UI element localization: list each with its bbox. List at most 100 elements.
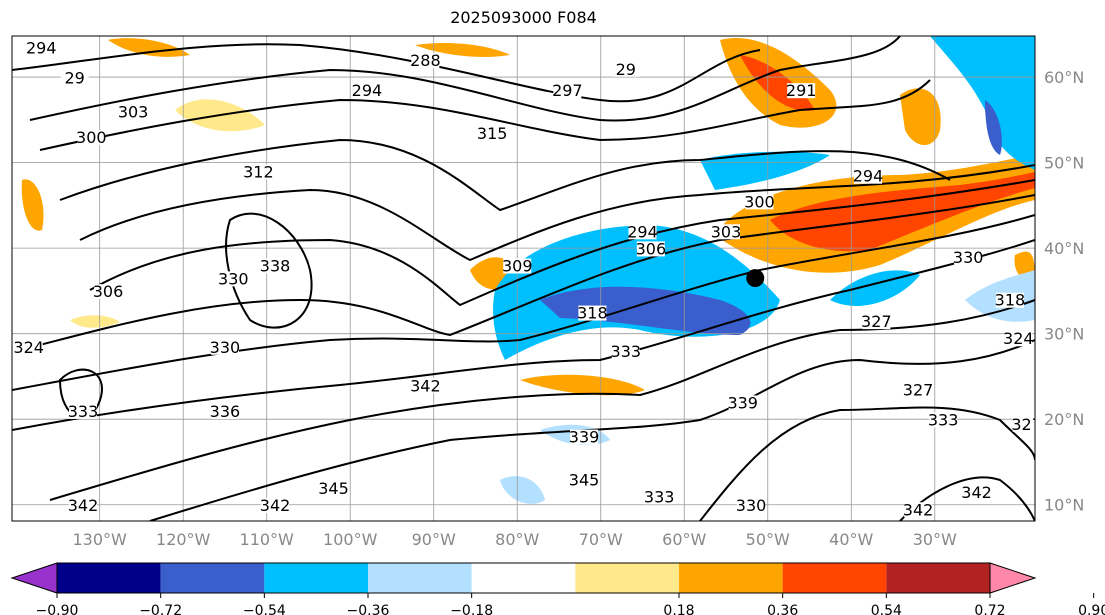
contour-label-bg	[94, 284, 123, 300]
contour-label-bg	[77, 130, 106, 146]
colorbar-segment	[471, 563, 576, 593]
contour-label-bg	[411, 53, 440, 69]
contour-label-bg	[862, 314, 891, 330]
contour-label-bg	[478, 125, 507, 141]
lon-tick-label: 130°W	[73, 530, 128, 549]
contour-label-bg	[210, 339, 239, 355]
contour-label-bg	[244, 164, 273, 180]
contour-label-bg	[68, 498, 97, 514]
colorbar-tick-label: 0.72	[974, 603, 1005, 615]
lat-tick-label: 20°N	[1044, 410, 1084, 429]
contour-label: 315	[477, 124, 508, 143]
contour-label-bg	[503, 258, 532, 274]
contour-label-bg	[570, 429, 599, 445]
contour-label-bg	[578, 305, 607, 321]
contour-label: 294	[26, 38, 57, 57]
contour-label: 318	[577, 304, 608, 323]
colorbar-tick-label: −0.36	[347, 603, 390, 615]
colorbar-tick-label: 0.36	[767, 603, 798, 615]
colorbar-segment	[57, 563, 161, 593]
chart-title: 2025093000 F084	[450, 8, 597, 27]
colorbar-segment	[679, 563, 783, 593]
lat-tick-labels: 60°N 50°N 40°N 30°N 20°N 10°N	[1044, 68, 1084, 515]
contour-label: 339	[569, 428, 600, 447]
contour-label: 297	[552, 81, 583, 100]
contour-label: 306	[636, 239, 667, 258]
contour-label-bg	[904, 382, 933, 398]
contour-label-bg	[1004, 331, 1033, 347]
contour-label-bg	[261, 498, 290, 514]
colorbar-segment	[160, 563, 265, 593]
colorbar-tick-label: −0.72	[139, 603, 182, 615]
contour-label: 345	[569, 470, 600, 489]
contour-label: 330	[210, 338, 241, 357]
contour-label: 327	[903, 381, 934, 400]
contour-label-bg	[628, 224, 657, 240]
contour-label-bg	[712, 224, 741, 240]
contour-label: 294	[352, 81, 383, 100]
contour-label: 342	[903, 500, 934, 519]
contour-label-bg	[119, 104, 148, 120]
contour-label-bg	[611, 344, 640, 360]
contour-label: 303	[711, 222, 742, 241]
contour-label-bg	[954, 249, 983, 265]
shading-positive	[21, 38, 1035, 396]
contour-label: 333	[68, 402, 99, 421]
contour-label-bg	[904, 502, 933, 518]
contour-label: 336	[210, 402, 241, 421]
contour-label-bg	[929, 412, 958, 428]
lat-tick-label: 60°N	[1044, 68, 1084, 87]
contour-label-bg	[210, 403, 239, 419]
colorbar-tick-label: 0.18	[663, 603, 694, 615]
contour-label: 294	[853, 167, 884, 186]
lon-tick-label: 30°W	[913, 530, 957, 549]
contour-label: 345	[318, 479, 349, 498]
contour-label: 330	[218, 269, 249, 288]
lon-tick-label: 110°W	[240, 530, 295, 549]
lat-tick-label: 40°N	[1044, 239, 1084, 258]
contour-label-bg	[553, 83, 582, 99]
lon-tick-label: 100°W	[323, 530, 378, 549]
lon-tick-label: 90°W	[412, 530, 456, 549]
contour-label: 29	[64, 68, 84, 87]
contour-label-bg	[27, 40, 56, 56]
contour-label: 300	[76, 128, 107, 147]
contour-label-bg	[14, 339, 43, 355]
shading-negative	[493, 36, 1035, 504]
contour-label-bg	[261, 258, 290, 274]
contour-label: 342	[68, 496, 99, 515]
contour-label: 312	[243, 162, 274, 181]
lon-tick-label: 120°W	[156, 530, 211, 549]
contour-label: 291	[786, 81, 817, 100]
colorbar-segment	[575, 563, 679, 593]
contour-label-bg	[570, 472, 599, 488]
contour-label: 330	[736, 496, 767, 515]
colorbar-extend-min	[10, 562, 58, 594]
contour-label: 333	[611, 342, 642, 361]
colorbar-segment	[782, 563, 887, 593]
contour-label-bg	[68, 403, 97, 419]
contour-label-bg	[737, 498, 766, 514]
contour-label: 318	[995, 291, 1026, 310]
contour-label-bg	[1012, 416, 1035, 432]
colorbar-segment	[264, 563, 368, 593]
contour-label-bg	[745, 194, 774, 210]
colorbar-tick-label: −0.54	[243, 603, 286, 615]
contour-label: 309	[502, 257, 533, 276]
colorbar-tick-label: 0.90	[1078, 603, 1105, 615]
contour-label-bg	[611, 61, 640, 77]
colorbar-frame	[56, 562, 991, 594]
contour-label-bg	[995, 292, 1024, 308]
contour-label: 303	[118, 103, 149, 122]
contour-label: 339	[727, 393, 758, 412]
contour-label: 342	[410, 376, 441, 395]
contour-label: 306	[93, 282, 124, 301]
contour-label: 338	[260, 257, 291, 276]
storm-marker	[746, 269, 765, 288]
contour-label-bg	[60, 70, 89, 86]
contour-label: 288	[410, 51, 441, 70]
contour-label-bg	[853, 168, 882, 184]
